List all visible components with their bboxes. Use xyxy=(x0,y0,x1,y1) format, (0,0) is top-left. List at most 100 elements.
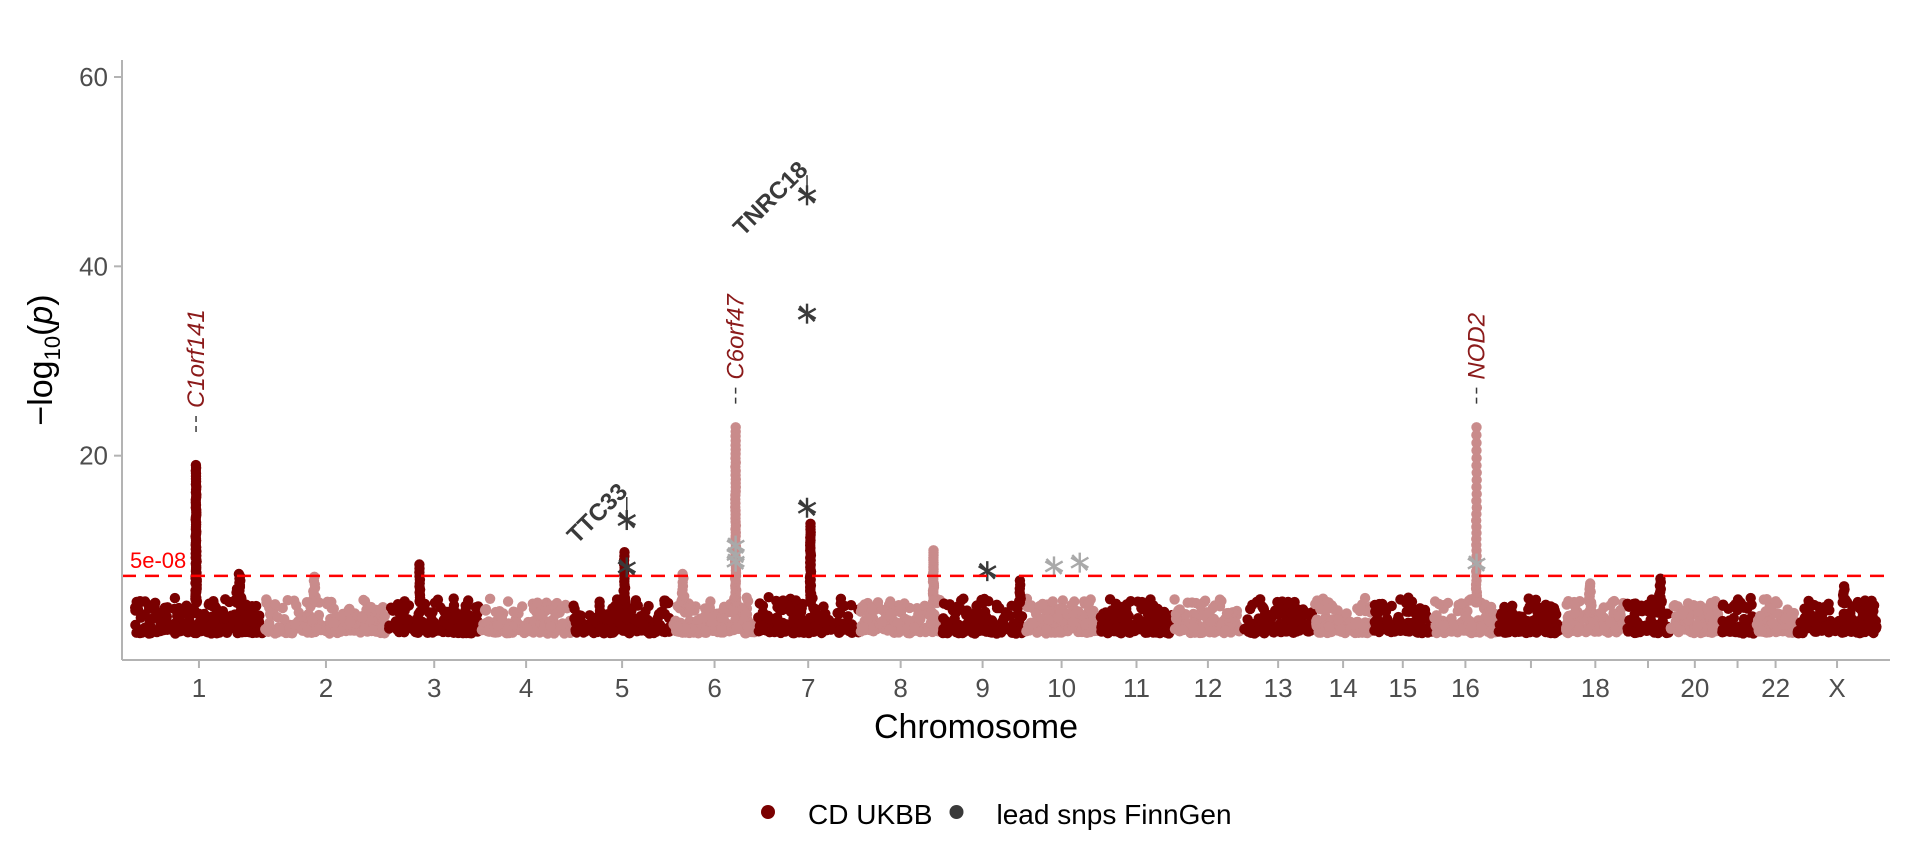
snp-point xyxy=(522,623,533,634)
snp-point xyxy=(144,616,155,628)
snp-point xyxy=(962,625,973,636)
snp-point xyxy=(417,616,428,628)
snp-point xyxy=(1780,612,1791,624)
snp-point xyxy=(1031,627,1043,638)
snp-point xyxy=(945,624,956,635)
snp-point xyxy=(1622,626,1634,637)
snp-point xyxy=(1149,619,1161,630)
snp-point xyxy=(379,610,390,622)
snp-point xyxy=(450,607,461,618)
snp-point xyxy=(359,624,370,636)
snp-point xyxy=(1782,604,1793,615)
snp-point xyxy=(980,624,992,635)
snp-point xyxy=(1642,605,1653,617)
x-tick-label: 15 xyxy=(1388,673,1417,703)
snp-point xyxy=(1182,597,1193,608)
snp-point xyxy=(1485,601,1497,613)
snp-point xyxy=(221,611,232,622)
x-tick-label: 20 xyxy=(1680,673,1709,703)
snp-point xyxy=(653,623,664,635)
gene-label: NOD2 xyxy=(1464,313,1491,380)
snp-point xyxy=(1755,610,1766,622)
snp-point xyxy=(1496,607,1508,619)
x-tick-label: 6 xyxy=(707,673,721,703)
snp-point xyxy=(1169,594,1180,605)
snp-point xyxy=(1542,626,1554,638)
snp-point xyxy=(741,592,752,603)
snp-point xyxy=(484,593,496,604)
snp-point xyxy=(508,606,519,617)
snp-point xyxy=(1258,611,1270,622)
legend-key xyxy=(761,805,775,819)
x-tick-label: 13 xyxy=(1264,673,1293,703)
x-tick-label: 11 xyxy=(1123,673,1150,703)
y-axis-title: −log10(p) xyxy=(22,294,65,425)
snp-point xyxy=(396,605,408,617)
x-tick-label: 4 xyxy=(519,673,533,703)
snp-point xyxy=(775,627,786,639)
snp-point xyxy=(1067,617,1079,628)
snp-point xyxy=(1335,623,1346,635)
snp-point xyxy=(1136,596,1148,608)
legend-key xyxy=(949,805,964,819)
snp-point xyxy=(1205,616,1217,627)
snp-point xyxy=(1675,624,1686,636)
snp-point xyxy=(433,625,445,636)
snp-point xyxy=(440,609,452,620)
snp-point xyxy=(1095,611,1107,623)
snp-point xyxy=(1257,601,1268,612)
snp-point xyxy=(1124,620,1135,631)
snp-point xyxy=(1359,592,1371,604)
snp-point xyxy=(345,617,356,628)
snp-point xyxy=(301,625,313,636)
snp-point xyxy=(1395,594,1406,605)
snp-point xyxy=(1275,622,1286,633)
snp-point xyxy=(915,614,926,625)
x-tick-label: 10 xyxy=(1047,673,1076,703)
snp-point xyxy=(730,422,741,433)
snp-point xyxy=(1355,603,1367,614)
snp-point xyxy=(328,617,339,628)
snp-point xyxy=(1311,614,1323,625)
snp-point xyxy=(1838,581,1850,592)
snp-point xyxy=(213,626,224,637)
snp-point xyxy=(884,624,895,636)
lead-snp-marker xyxy=(797,497,817,518)
snp-point xyxy=(1471,422,1482,433)
snp-point xyxy=(958,593,969,604)
snp-point xyxy=(199,623,211,634)
snp-point xyxy=(365,601,377,613)
snp-point xyxy=(1177,624,1189,636)
snp-point xyxy=(1028,618,1039,629)
snp-point xyxy=(1139,624,1150,635)
snp-point xyxy=(559,628,570,639)
snp-point xyxy=(1803,595,1814,607)
snp-point xyxy=(1530,623,1541,634)
legend-label: CD UKBB xyxy=(808,799,932,830)
y-axis-ticks: 20 40 60 xyxy=(79,62,122,471)
gene-label: C1orf141 xyxy=(183,309,210,408)
snp-point xyxy=(1518,617,1529,628)
snp-point xyxy=(1854,628,1866,639)
lead-snp-marker xyxy=(1070,552,1089,573)
lead-snp-marker xyxy=(1467,553,1486,574)
snp-point xyxy=(949,613,960,624)
snp-point xyxy=(496,614,508,625)
snp-point xyxy=(986,615,998,626)
gene-label: TTC33 xyxy=(562,478,633,549)
snp-point xyxy=(594,596,605,607)
points-layer xyxy=(130,422,1882,639)
snp-point xyxy=(135,612,146,623)
snp-point xyxy=(1632,617,1643,628)
snp-point xyxy=(1118,601,1129,612)
snp-point xyxy=(1630,625,1642,636)
snp-point xyxy=(150,597,161,608)
snp-point xyxy=(1847,601,1858,612)
snp-point xyxy=(885,608,896,620)
snp-point xyxy=(583,623,594,634)
snp-point xyxy=(1374,622,1385,633)
snp-point xyxy=(1057,595,1069,606)
snp-point xyxy=(857,601,868,613)
